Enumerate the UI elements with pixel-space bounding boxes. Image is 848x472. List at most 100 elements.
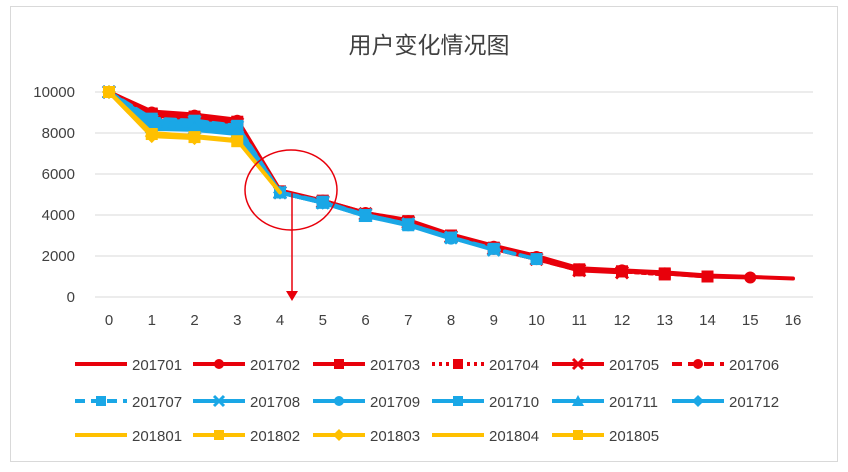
data-point <box>103 86 115 98</box>
legend-label: 201702 <box>250 357 300 374</box>
data-point <box>358 209 373 223</box>
legend-item: 201709 <box>313 394 420 411</box>
series-lines <box>101 84 795 284</box>
x-tick-label: 4 <box>276 312 284 329</box>
data-point <box>571 357 585 371</box>
data-point <box>187 131 202 146</box>
data-point <box>334 396 344 406</box>
legend-label: 201805 <box>609 428 659 445</box>
data-point <box>214 430 224 440</box>
x-tick-label: 0 <box>105 312 113 329</box>
data-point <box>96 396 106 406</box>
chart-title: 用户变化情况图 <box>349 33 510 59</box>
legend-item: 201803 <box>313 428 420 445</box>
data-point <box>692 395 704 407</box>
x-tick-label: 12 <box>614 312 631 329</box>
y-tick-label: 6000 <box>42 166 75 183</box>
legend-label: 201708 <box>250 394 300 411</box>
data-point <box>693 359 703 369</box>
data-point <box>402 219 415 232</box>
series-201804 <box>107 90 154 138</box>
legend-label: 201802 <box>250 428 300 445</box>
legend-item: 201707 <box>75 394 182 411</box>
legend-label: 201712 <box>729 394 779 411</box>
data-point <box>614 265 630 280</box>
y-tick-label: 8000 <box>42 125 75 142</box>
arrow-head <box>286 291 298 301</box>
legend-item: 201708 <box>193 394 300 411</box>
legend-label: 201711 <box>609 394 658 411</box>
legend-item: 201805 <box>552 428 659 445</box>
legend-item: 201712 <box>672 394 779 411</box>
legend-item: 201710 <box>432 394 539 411</box>
legend-label: 201803 <box>370 428 420 445</box>
highlight-circle <box>244 149 338 231</box>
y-tick-label: 10000 <box>33 84 75 101</box>
x-tick-label: 15 <box>742 312 759 329</box>
legend-item: 201701 <box>75 357 182 374</box>
x-tick-label: 2 <box>190 312 198 329</box>
data-point <box>445 232 457 245</box>
legend-item: 201802 <box>193 428 300 445</box>
data-point <box>658 268 671 281</box>
legend-item: 201801 <box>75 428 182 445</box>
legend-item: 201702 <box>193 357 300 374</box>
series-line <box>107 90 325 205</box>
y-tick-label: 0 <box>67 289 75 306</box>
data-point <box>453 396 463 406</box>
legend-item: 201705 <box>552 357 659 374</box>
data-point <box>231 135 244 148</box>
data-point <box>453 359 463 369</box>
legend-item: 201804 <box>432 428 539 445</box>
legend-label: 201704 <box>489 357 539 374</box>
data-point <box>744 271 757 284</box>
legend-label: 201705 <box>609 357 659 374</box>
y-tick-label: 2000 <box>42 248 75 265</box>
legend-item: 201706 <box>672 357 779 374</box>
legend-label: 201710 <box>489 394 539 411</box>
data-point <box>530 253 543 266</box>
data-point <box>333 429 345 441</box>
x-tick-label: 14 <box>699 312 716 329</box>
data-point <box>212 394 226 408</box>
annotation <box>244 149 338 301</box>
x-tick-label: 8 <box>447 312 455 329</box>
data-point <box>315 195 330 210</box>
legend-item: 201703 <box>313 357 420 374</box>
x-axis-ticks: 0 1 2 3 4 5 6 7 8 9 10 11 12 13 14 15 16 <box>105 312 802 329</box>
x-tick-label: 3 <box>233 312 241 329</box>
data-point <box>701 270 714 283</box>
legend-item: 201704 <box>432 357 539 374</box>
data-point <box>214 359 224 369</box>
legend-label: 201709 <box>370 394 420 411</box>
y-axis-ticks: 0 2000 4000 6000 8000 10000 <box>33 84 75 306</box>
x-tick-label: 7 <box>404 312 412 329</box>
y-tick-label: 4000 <box>42 207 75 224</box>
legend-label: 201703 <box>370 357 420 374</box>
x-tick-label: 16 <box>785 312 802 329</box>
legend-label: 201701 <box>132 357 182 374</box>
legend: 201701 201702 201703 201704 201705 201706 2017… <box>75 357 779 445</box>
x-tick-label: 13 <box>656 312 673 329</box>
legend-label: 201804 <box>489 428 539 445</box>
legend-label: 201707 <box>132 394 182 411</box>
legend-label: 201706 <box>729 357 779 374</box>
x-tick-label: 1 <box>148 312 156 329</box>
x-tick-label: 10 <box>528 312 545 329</box>
data-point <box>573 430 583 440</box>
data-point <box>486 242 501 257</box>
series-201704 <box>103 86 671 281</box>
x-tick-label: 9 <box>490 312 498 329</box>
x-tick-label: 11 <box>571 312 587 329</box>
legend-item: 201711 <box>552 394 658 411</box>
x-tick-label: 5 <box>319 312 327 329</box>
series-line <box>107 90 154 138</box>
data-point <box>334 359 344 369</box>
series-201805 <box>103 86 115 98</box>
data-point <box>572 395 584 406</box>
legend-label: 201801 <box>132 428 182 445</box>
x-tick-label: 6 <box>361 312 369 329</box>
data-point <box>573 264 586 277</box>
